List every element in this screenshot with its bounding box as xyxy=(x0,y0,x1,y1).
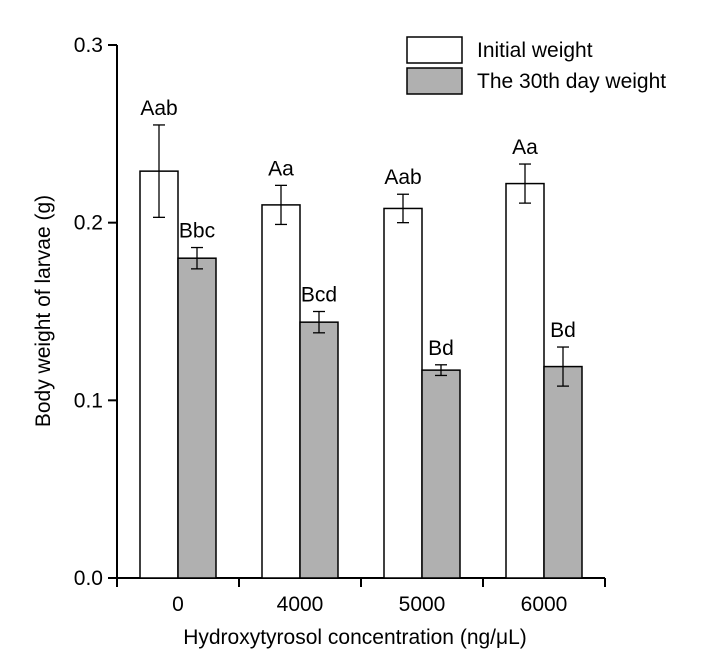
bars xyxy=(139,170,583,579)
bar-letter-label: Bd xyxy=(550,319,576,342)
y-ticks: 0.0 0.1 0.2 0.3 xyxy=(74,34,117,590)
bar xyxy=(177,257,217,579)
y-tick-label: 0.1 xyxy=(74,389,103,412)
bar xyxy=(383,207,423,579)
legend-label-30th-day-weight: The 30th day weight xyxy=(477,70,666,93)
bar-letter-label: Aa xyxy=(268,157,294,180)
legend-swatch-initial-weight xyxy=(406,36,463,64)
legend-swatch-30th-day-weight xyxy=(406,67,463,95)
y-axis-title: Body weight of larvae (g) xyxy=(32,195,55,427)
x-tick-label: 0 xyxy=(172,593,184,616)
x-tick-label: 5000 xyxy=(399,593,446,616)
bar-letter-label: Bbc xyxy=(179,220,215,243)
legend-label-initial-weight: Initial weight xyxy=(477,39,593,62)
x-ticks: 0 4000 5000 6000 xyxy=(116,578,606,616)
bar-letter-label: Aa xyxy=(512,136,538,159)
bar-letter-label: Aab xyxy=(384,166,421,189)
y-tick-label: 0.0 xyxy=(74,567,103,590)
error-bars xyxy=(153,124,569,387)
bar-letter-label: Bd xyxy=(428,337,454,360)
legend: Initial weight The 30th day weight xyxy=(406,36,666,95)
x-tick-label: 4000 xyxy=(277,593,324,616)
bar xyxy=(505,182,545,579)
x-tick-label: 6000 xyxy=(521,593,568,616)
bar xyxy=(261,204,301,579)
bar-letter-label: Aab xyxy=(140,97,177,120)
bar xyxy=(299,321,339,579)
bar-letter-labels: Aab Aa Aab Aa Bbc Bcd Bd Bd xyxy=(140,97,576,360)
y-tick-label: 0.3 xyxy=(74,34,103,57)
bar xyxy=(421,369,461,579)
bar xyxy=(139,170,179,579)
bar-letter-label: Bcd xyxy=(301,284,337,307)
x-axis-title: Hydroxytyrosol concentration (ng/μL) xyxy=(183,626,527,649)
y-tick-label: 0.2 xyxy=(74,212,103,235)
bar xyxy=(543,365,583,579)
